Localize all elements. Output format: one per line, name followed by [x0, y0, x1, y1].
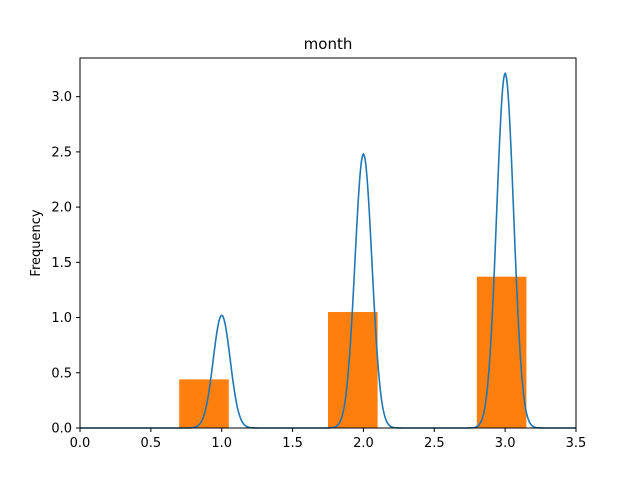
x-tick-label-0: 0.0: [70, 436, 91, 451]
y-tick-label-1: 0.5: [51, 366, 72, 381]
y-tick-label-2: 1.0: [51, 311, 72, 326]
x-tick-label-3: 1.5: [282, 436, 303, 451]
x-tick-label-7: 3.5: [566, 436, 587, 451]
y-axis-label: Frequency: [29, 209, 44, 276]
bar-1: [179, 379, 229, 428]
x-tick-label-2: 1.0: [211, 436, 232, 451]
y-tick-label-5: 2.5: [51, 145, 72, 160]
x-axis: 0.0 0.5 1.0 1.5 2.0 2.5 3.0 3.5: [70, 428, 587, 451]
x-tick-label-4: 2.0: [353, 436, 374, 451]
y-tick-label-6: 3.0: [51, 90, 72, 105]
x-tick-label-5: 2.5: [424, 436, 445, 451]
x-tick-label-6: 3.0: [495, 436, 516, 451]
y-tick-label-4: 2.0: [51, 201, 72, 216]
plot-frame: [79, 57, 577, 429]
y-axis: 0.0 0.5 1.0 1.5 2.0 2.5 3.0: [51, 90, 80, 437]
bar-2: [328, 312, 378, 428]
y-tick-label-0: 0.0: [51, 422, 72, 437]
chart-title: month: [304, 35, 353, 53]
bars-layer: [179, 276, 527, 428]
bar-3: [476, 276, 527, 428]
x-tick-label-1: 0.5: [141, 436, 162, 451]
y-tick-label-3: 1.5: [51, 256, 72, 271]
